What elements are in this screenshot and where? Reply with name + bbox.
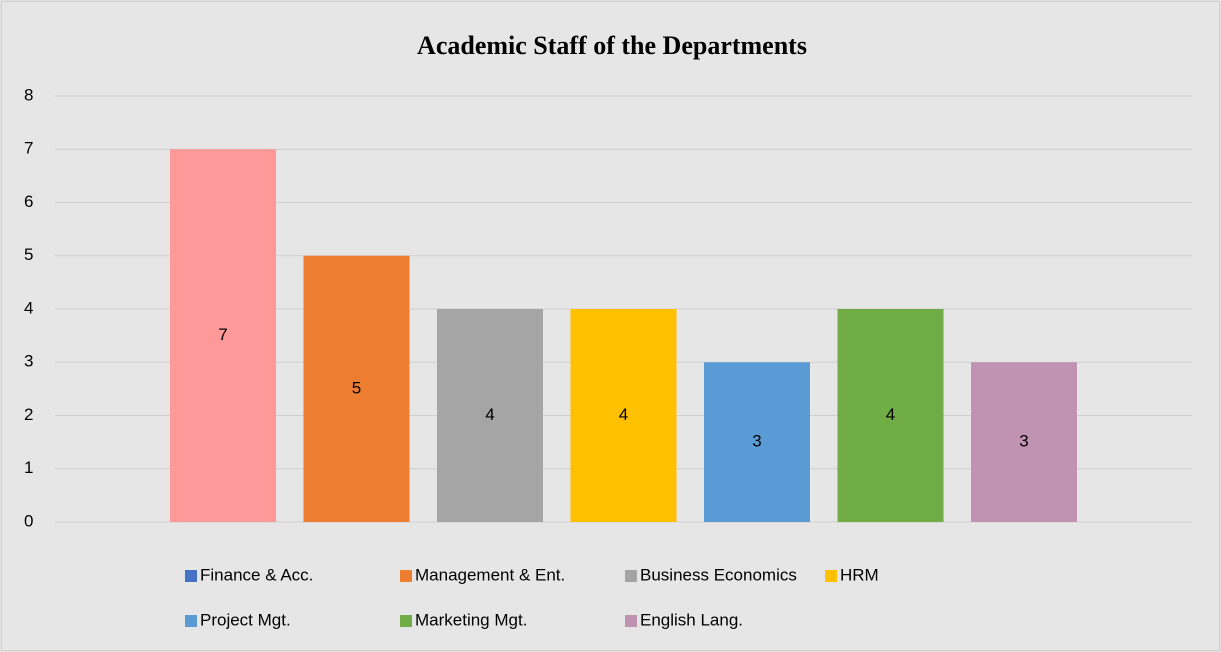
legend-label: Marketing Mgt.: [415, 610, 527, 629]
legend-swatch: [625, 615, 637, 627]
bar: [170, 149, 276, 522]
legend-label: English Lang.: [640, 610, 743, 629]
data-label: 4: [485, 405, 494, 424]
y-tick-label: 8: [24, 85, 33, 104]
legend-swatch: [625, 570, 637, 582]
legend-label: Project Mgt.: [200, 610, 291, 629]
legend-swatch: [185, 570, 197, 582]
y-tick-label: 1: [24, 458, 33, 477]
data-label: 3: [1019, 432, 1028, 451]
legend-swatch: [400, 570, 412, 582]
legend-label: Management & Ent.: [415, 565, 565, 584]
data-label: 5: [352, 378, 361, 397]
legend-swatch: [400, 615, 412, 627]
bar: [570, 309, 677, 522]
y-tick-label: 6: [24, 192, 33, 211]
bar: [971, 362, 1077, 522]
bar: [437, 309, 543, 522]
chart-title: Academic Staff of the Departments: [417, 31, 807, 60]
y-tick-label: 0: [24, 511, 33, 530]
y-tick-label: 7: [24, 139, 33, 158]
bar: [704, 362, 810, 522]
y-tick-label: 2: [24, 405, 33, 424]
data-label: 7: [218, 325, 227, 344]
y-tick-label: 4: [24, 298, 33, 317]
y-tick-label: 5: [24, 245, 33, 264]
y-tick-label: 3: [24, 352, 33, 371]
bar: [837, 309, 944, 522]
bar: [303, 255, 410, 522]
legend-label: HRM: [840, 565, 879, 584]
data-label: 4: [619, 405, 628, 424]
legend-label: Finance & Acc.: [200, 565, 313, 584]
data-label: 3: [752, 432, 761, 451]
legend-swatch: [825, 570, 837, 582]
data-label: 4: [886, 405, 895, 424]
legend-swatch: [185, 615, 197, 627]
legend-label: Business Economics: [640, 565, 797, 584]
